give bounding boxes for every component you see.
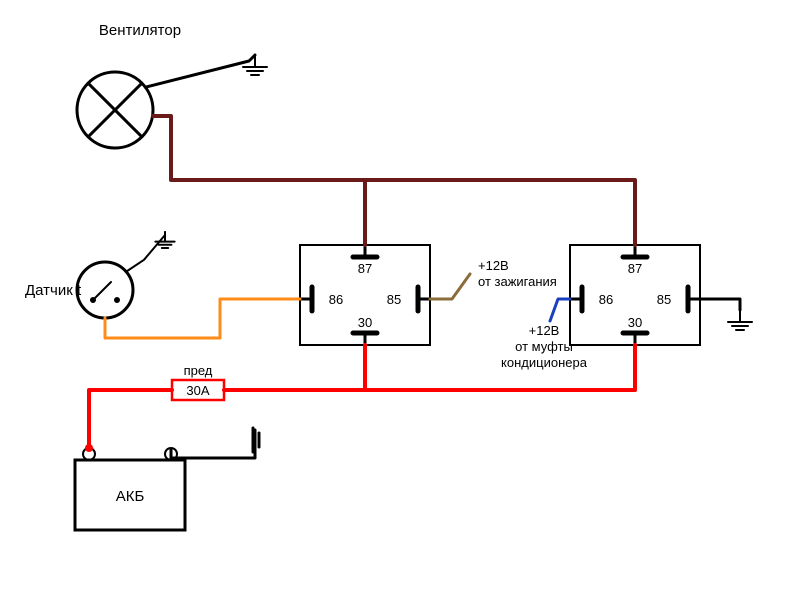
svg-text:30: 30 <box>358 315 372 330</box>
wire-relay1-87-to-relay2-87 <box>365 180 635 245</box>
fan-label: Вентилятор <box>99 22 181 39</box>
svg-text:86: 86 <box>599 292 613 307</box>
fan-symbol: Вентилятор <box>77 22 181 148</box>
svg-text:86: 86 <box>329 292 343 307</box>
fuse-symbol: пред 30А <box>172 363 224 400</box>
wire-fuse-to-relay1-30 <box>224 345 365 390</box>
wire-relay2-86-clutch <box>550 299 570 321</box>
wire-sensor-to-relay1-86 <box>105 299 300 338</box>
wire-battery-to-fuse <box>89 390 172 449</box>
battery-label: АКБ <box>116 488 145 505</box>
svg-text:85: 85 <box>657 292 671 307</box>
temp-sensor-symbol: Датчик t <box>25 232 165 318</box>
svg-text:87: 87 <box>628 261 642 276</box>
clutch-label-2: от муфты <box>515 339 573 354</box>
fan-ground-icon <box>243 55 267 75</box>
fuse-label-value: 30А <box>186 383 209 398</box>
wire-fan-to-relay1-87 <box>153 116 365 245</box>
svg-text:30: 30 <box>628 315 642 330</box>
svg-text:87: 87 <box>358 261 372 276</box>
svg-text:85: 85 <box>387 292 401 307</box>
relay-1: 87 86 85 30 <box>300 245 430 345</box>
wire-relay2-85-ground <box>700 299 740 310</box>
relay-2: 87 86 85 30 <box>570 245 700 345</box>
sensor-ground-icon <box>155 232 174 248</box>
clutch-label-3: кондиционера <box>501 355 588 370</box>
fuse-label-top: пред <box>184 363 213 378</box>
clutch-label-1: +12В <box>529 323 560 338</box>
sensor-label: Датчик t <box>25 282 82 299</box>
ignition-label-1: +12В <box>478 258 509 273</box>
wire-relay1-85-ignition <box>430 274 470 299</box>
relay2-ground-icon <box>728 310 752 330</box>
battery-symbol: АКБ <box>75 448 185 530</box>
ignition-label-2: от зажигания <box>478 274 557 289</box>
wire-relay1-30-to-relay2-30 <box>365 345 635 390</box>
